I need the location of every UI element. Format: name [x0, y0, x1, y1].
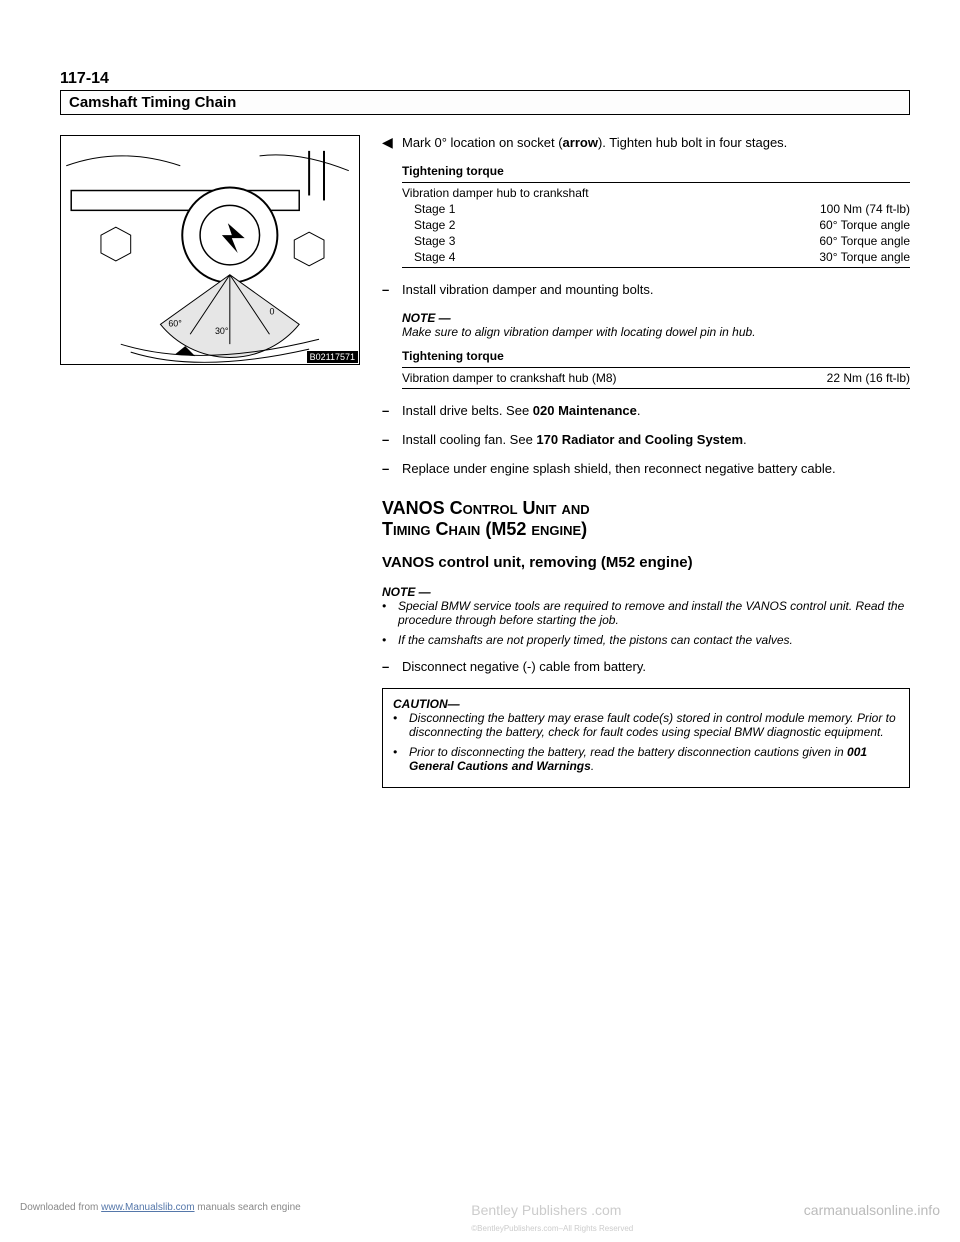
caution-text: Prior to disconnecting the battery, read… [409, 745, 899, 773]
torque-label: Stage 2 [414, 218, 455, 232]
text-bold: arrow [563, 135, 598, 150]
torque-heading: Tightening torque [402, 349, 910, 363]
torque-table: Vibration damper hub to crankshaft Stage… [402, 185, 910, 265]
heading-line: Timing Chain (M52 engine) [382, 519, 587, 539]
dash-bullet: – [382, 282, 394, 297]
bullet-dot: • [382, 633, 392, 647]
bullet-dot: • [393, 711, 403, 739]
torque-block-1: Tightening torque Vibration damper hub t… [382, 164, 910, 268]
torque-value: 60° Torque angle [819, 218, 910, 232]
footer-link[interactable]: www.Manualslib.com [101, 1202, 194, 1213]
torque-value: 60° Torque angle [819, 234, 910, 248]
svg-text:30°: 30° [215, 326, 229, 336]
note-heading: NOTE — [382, 585, 910, 599]
text: Install drive belts. See [402, 403, 533, 418]
step-text: Install drive belts. See 020 Maintenance… [402, 403, 910, 418]
bullet-dot: • [382, 599, 392, 627]
step-install-belts: – Install drive belts. See 020 Maintenan… [382, 403, 910, 418]
torque-heading: Tightening torque [402, 164, 910, 178]
torque-table: Vibration damper to crankshaft hub (M8) 2… [402, 370, 910, 386]
triangle-icon: ◀ [382, 135, 394, 150]
torque-value: 100 Nm (74 ft-lb) [820, 202, 910, 216]
page-number: 117-14 [60, 70, 910, 88]
step-text: Replace under engine splash shield, then… [402, 461, 910, 476]
text: Prior to disconnecting the battery, read… [409, 745, 847, 759]
dash-bullet: – [382, 461, 394, 476]
step-mark-socket: ◀ Mark 0° location on socket (arrow). Ti… [382, 135, 910, 150]
page: 117-14 Camshaft Timing Chain [0, 0, 960, 818]
torque-label: Stage 4 [414, 250, 455, 264]
subsection-heading: VANOS control unit, removing (M52 engine… [382, 554, 910, 571]
svg-text:60°: 60° [168, 318, 182, 328]
note-block-1: NOTE — Make sure to align vibration damp… [382, 311, 910, 389]
footer-right: carmanualsonline.info [804, 1202, 940, 1234]
step-disconnect-battery: – Disconnect negative (-) cable from bat… [382, 659, 910, 674]
watermark: Bentley Publishers .com [471, 1202, 621, 1218]
caution-box: CAUTION— •Disconnecting the battery may … [382, 688, 910, 788]
text: . [637, 403, 641, 418]
torque-label: Vibration damper hub to crankshaft [402, 186, 589, 200]
bullet-text: If the camshafts are not properly timed,… [398, 633, 793, 647]
step-splash-shield: – Replace under engine splash shield, th… [382, 461, 910, 476]
copyright: ©BentleyPublishers.com–All Rights Reserv… [471, 1224, 633, 1233]
chapter-title: Camshaft Timing Chain [60, 90, 910, 115]
footer-left: Downloaded from www.Manualslib.com manua… [20, 1202, 301, 1234]
bullet-text: Special BMW service tools are required t… [398, 599, 910, 627]
left-column: 60° 30° 0 B02117571 [60, 135, 360, 788]
step-install-fan: – Install cooling fan. See 170 Radiator … [382, 432, 910, 447]
dash-bullet: – [382, 403, 394, 418]
step-install-damper: – Install vibration damper and mounting … [382, 282, 910, 297]
dash-bullet: – [382, 659, 394, 674]
rule [402, 388, 910, 389]
text: Downloaded from [20, 1202, 101, 1213]
text: . [743, 432, 747, 447]
bullet-dot: • [393, 745, 403, 773]
content-columns: 60° 30° 0 B02117571 ◀ Mark 0° location o… [60, 135, 910, 788]
text-bold: 170 Radiator and Cooling System [536, 432, 743, 447]
step-text: Mark 0° location on socket (arrow). Tigh… [402, 135, 910, 150]
caution-text: Disconnecting the battery may erase faul… [409, 711, 899, 739]
rule [402, 267, 910, 268]
page-footer: Downloaded from www.Manualslib.com manua… [0, 1202, 960, 1234]
text: Mark 0° location on socket ( [402, 135, 563, 150]
step-text: Install cooling fan. See 170 Radiator an… [402, 432, 910, 447]
torque-label: Stage 1 [414, 202, 455, 216]
torque-label: Vibration damper to crankshaft hub (M8) [402, 371, 617, 385]
note-heading: NOTE — [402, 311, 910, 325]
footer-center: Bentley Publishers .com ©BentleyPublishe… [471, 1202, 633, 1234]
text: manuals search engine [195, 1202, 301, 1213]
note-bullets: •Special BMW service tools are required … [382, 599, 910, 647]
caution-heading: CAUTION— [393, 697, 899, 711]
text: ). Tighten hub bolt in four stages. [598, 135, 787, 150]
torque-value: 30° Torque angle [819, 250, 910, 264]
right-column: ◀ Mark 0° location on socket (arrow). Ti… [382, 135, 910, 788]
figure-socket-diagram: 60° 30° 0 B02117571 [60, 135, 360, 365]
note-block-2: NOTE — •Special BMW service tools are re… [382, 585, 910, 647]
text-bold: 020 Maintenance [533, 403, 637, 418]
step-text: Install vibration damper and mounting bo… [402, 282, 910, 297]
note-body: Make sure to align vibration damper with… [402, 325, 910, 339]
step-text: Disconnect negative (-) cable from batte… [402, 659, 910, 674]
rule [402, 182, 910, 183]
text: Install cooling fan. See [402, 432, 536, 447]
text: . [591, 759, 594, 773]
torque-label: Stage 3 [414, 234, 455, 248]
figure-number: B02117571 [307, 351, 358, 363]
section-heading-vanos: VANOS Control Unit and Timing Chain (M52… [382, 498, 910, 540]
heading-line: VANOS Control Unit and [382, 498, 590, 518]
rule [402, 367, 910, 368]
dash-bullet: – [382, 432, 394, 447]
svg-text:0: 0 [269, 306, 274, 316]
torque-value: 22 Nm (16 ft-lb) [827, 371, 910, 385]
